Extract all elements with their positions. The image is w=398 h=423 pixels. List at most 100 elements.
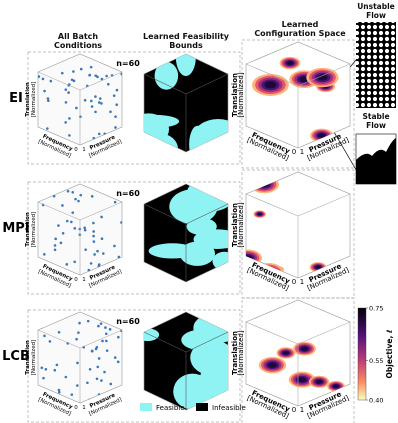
sample-point — [46, 97, 50, 100]
sample-point — [94, 110, 97, 114]
sample-point — [53, 248, 57, 252]
sample-point — [100, 215, 103, 219]
objective-region — [246, 253, 255, 263]
sample-point — [67, 91, 70, 94]
tick-label: 1 — [300, 278, 304, 286]
axis-unit: [Normalized] — [237, 330, 245, 375]
sample-point — [57, 330, 61, 334]
sample-point — [53, 244, 57, 247]
sample-point — [70, 220, 73, 224]
sample-point — [113, 356, 117, 359]
sample-point — [86, 319, 90, 323]
sample-point — [64, 375, 68, 379]
sample-point — [68, 117, 71, 120]
sample-point — [38, 75, 41, 78]
cube-edge — [79, 201, 123, 221]
column-header: Learned Configuration Space — [254, 20, 346, 38]
sample-point — [39, 195, 43, 198]
sample-point — [115, 389, 119, 393]
cube-edge — [143, 331, 187, 353]
sample-point — [44, 367, 48, 371]
sample-point — [92, 234, 95, 238]
sample-point — [94, 95, 97, 98]
sample-point — [52, 194, 56, 198]
colorbar-tick-label: 0.75 — [369, 305, 383, 313]
cube-edge — [79, 329, 123, 349]
cube-edge — [79, 71, 123, 91]
legend-swatch — [196, 403, 208, 411]
feasibility-cube — [143, 183, 229, 283]
batch-cube: Translation [Normalized]Frequency[Normali… — [25, 311, 123, 417]
row-label: MPI — [2, 221, 29, 236]
feasible-region — [212, 251, 228, 271]
stable-flow-region — [356, 138, 396, 184]
sample-point — [43, 54, 46, 56]
sample-point — [96, 249, 99, 253]
sample-point — [41, 77, 45, 81]
sample-point — [100, 102, 103, 105]
objective-region — [300, 346, 309, 351]
axis-label: Translation — [25, 340, 31, 375]
sample-point — [97, 263, 101, 266]
tick-label: 0 — [292, 148, 296, 156]
sample-point — [76, 361, 79, 365]
sample-point — [117, 184, 120, 188]
sample-point — [99, 322, 103, 325]
axis-label: Translation — [25, 212, 31, 247]
cube-edge — [245, 193, 299, 217]
legend-label: Feasible — [156, 404, 185, 412]
row-box — [27, 309, 241, 423]
sample-point — [115, 103, 119, 107]
sample-point — [120, 72, 122, 76]
objective-region — [297, 377, 307, 383]
sample-point — [114, 126, 117, 129]
sample-point — [95, 377, 99, 381]
cube-edge — [37, 71, 81, 91]
tick-label: 0 — [74, 147, 78, 153]
batch-cube: Translation [Normalized]Frequency[Normali… — [25, 183, 123, 289]
sample-point — [42, 376, 45, 380]
row-box — [27, 51, 241, 165]
sample-point — [78, 321, 81, 325]
tick-label: 0 — [74, 277, 78, 283]
config-cube: Translation[Normalized]Frequency[Normali… — [231, 299, 351, 420]
sample-point — [71, 211, 75, 214]
sample-point — [38, 184, 40, 186]
sample-point — [103, 370, 106, 374]
sample-point — [88, 73, 92, 77]
sample-point — [113, 244, 116, 248]
sample-point — [84, 248, 87, 251]
sample-point — [43, 184, 47, 187]
sample-point — [66, 189, 70, 193]
sample-point — [79, 193, 83, 197]
feasible-region — [192, 119, 228, 152]
sample-point — [113, 200, 117, 204]
feasible-region — [148, 243, 197, 259]
sample-point — [83, 99, 87, 102]
sample-point — [38, 386, 40, 390]
sample-point — [54, 237, 57, 241]
sample-point — [97, 101, 101, 104]
sample-point — [86, 381, 89, 385]
cube-edge — [143, 73, 187, 95]
sample-point — [83, 228, 87, 232]
tick-label: 0 — [292, 406, 296, 414]
sample-point — [43, 253, 46, 256]
sample-point — [57, 388, 61, 392]
sample-point — [103, 132, 107, 136]
sample-point — [79, 115, 82, 118]
sample-point — [117, 335, 120, 339]
sample-point — [112, 94, 116, 97]
sample-point — [104, 326, 107, 329]
axis-label: Translation — [231, 73, 239, 117]
axis-label: Translation — [231, 331, 239, 375]
objective-region — [282, 351, 289, 355]
sample-point — [109, 382, 113, 386]
cube-edge — [185, 331, 229, 353]
sample-point — [64, 121, 67, 124]
sample-point — [61, 231, 65, 235]
sample-point — [103, 312, 107, 315]
tick-label: 0 — [74, 405, 78, 411]
axis-unit: [Normalized] — [237, 202, 245, 247]
